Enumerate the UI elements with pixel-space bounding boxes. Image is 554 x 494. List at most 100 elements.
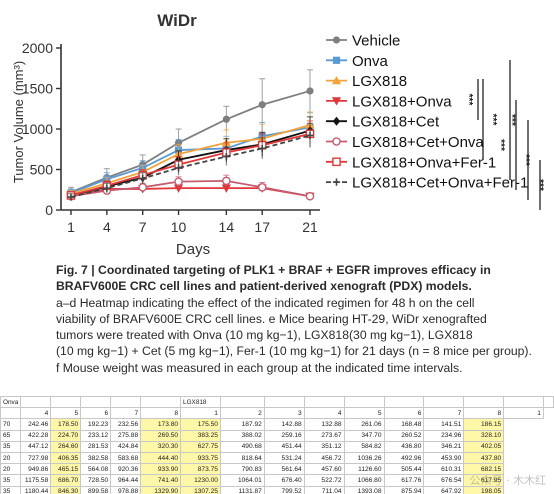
table-cell: 1393.08: [343, 485, 385, 494]
sig-mark: ***: [534, 179, 545, 191]
caption-line-1: Fig. 7 | Coordinated targeting of PLK1 +…: [56, 262, 536, 278]
table-cell: 1230.00: [180, 474, 221, 487]
data-point: [258, 144, 266, 153]
y-tick-label: 1000: [22, 121, 53, 137]
legend-marker: [332, 157, 341, 167]
table-cell: [463, 396, 505, 409]
table-cell: [140, 396, 182, 409]
table-cell: 383.25: [180, 429, 221, 442]
table-cell: 187.92: [219, 418, 265, 431]
table-cell: 65: [0, 429, 22, 442]
group-label-lgx818: LGX818: [180, 396, 221, 409]
x-tick-label: 10: [171, 219, 187, 235]
x-tick-label: 14: [219, 219, 235, 235]
table-cell: 35: [0, 440, 22, 453]
table-header-cell: 8: [463, 407, 505, 420]
legend-marker: [332, 178, 341, 186]
sig-mark: ***: [520, 154, 531, 166]
table-cell: 20: [0, 463, 22, 476]
table-cell: 351.12: [303, 440, 345, 453]
data-point: [257, 183, 267, 192]
caption-body-2: viability of BRAFV600E CRC cell lines. e…: [56, 311, 487, 326]
table-cell: 346.21: [423, 440, 465, 453]
table-cell: 453.90: [423, 451, 465, 465]
data-point: [173, 184, 184, 193]
chart-legend: Vehicle Onva LGX818 LGX818+Onva LGX818+Cet LG…: [326, 33, 528, 192]
data-point: [138, 183, 147, 192]
legend-marker: [332, 116, 341, 126]
legend-item-6: LGX818+Onva+Fer-1: [326, 154, 496, 171]
data-point: [174, 177, 183, 186]
table-cell: 727.98: [20, 451, 52, 465]
table-cell: 799.52: [263, 485, 305, 494]
caption-title-2: BRAFV600E CRC cell lines and patient-der…: [56, 279, 472, 294]
data-point: [139, 174, 147, 183]
legend-item-3: LGX818+Onva: [326, 93, 452, 110]
table-cell: 1307.25: [180, 485, 221, 494]
legend-marker: [332, 56, 341, 64]
table-cell: 676.54: [423, 474, 465, 487]
data-point: [222, 152, 230, 161]
table-cell: 35: [0, 485, 22, 494]
table-cell: 728.50: [80, 474, 112, 487]
y-tick-label: 2000: [22, 40, 53, 56]
table-cell: 490.68: [219, 440, 265, 453]
table-cell: 186.15: [463, 418, 505, 431]
data-point: [221, 184, 231, 193]
table-cell: 964.44: [110, 474, 142, 487]
significance-brackets: *** *** *** *** *** ***: [463, 60, 545, 210]
table-cell: 173.80: [140, 418, 182, 431]
table-header-cell: 1: [503, 407, 544, 420]
table-cell: 269.50: [140, 429, 182, 442]
series-7: [67, 122, 314, 201]
legend-item-2: LGX818: [326, 73, 407, 90]
table-cell: 1066.80: [343, 474, 385, 487]
values-table: Onva LGX818 4 5 6 7 8 1 2 3 4 5 6 7 8 1 70 242.46 178.50 19…: [0, 396, 554, 494]
x-tick-labels: 1 4 7 10 14 17 21: [67, 219, 318, 235]
table-cell: 457.60: [303, 463, 345, 476]
caption-body-5: f Mouse weight was measured in each grou…: [56, 360, 463, 375]
chart-axes: [56, 44, 320, 215]
legend-item-1: Onva: [326, 53, 389, 70]
table-header-cell: 6: [80, 407, 112, 420]
data-point: [222, 176, 231, 186]
chart-series: [66, 69, 315, 201]
table-cell: [80, 396, 112, 409]
table-cell: [542, 396, 554, 409]
table-cell: 424.84: [110, 440, 142, 453]
table-row: 35 1175.58 686.70 728.50 964.44 741.40 1230.00…: [0, 474, 554, 487]
legend-marker: [331, 76, 342, 85]
figure-caption: Fig. 7 | Coordinated targeting of PLK1 +…: [56, 262, 536, 376]
table-cell: 875.94: [383, 485, 425, 494]
table-cell: 610.31: [423, 463, 465, 476]
table-cell: 676.40: [263, 474, 305, 487]
table-cell: 382.58: [80, 451, 112, 465]
table-cell: 617.76: [383, 474, 425, 487]
table-cell: 522.72: [303, 474, 345, 487]
table-cell: 531.24: [263, 451, 305, 465]
sig-mark: ***: [495, 139, 506, 151]
watermark: 公众号 · 木木红: [469, 474, 547, 487]
x-tick-label: 7: [139, 219, 147, 235]
table-cell: 583.68: [110, 451, 142, 465]
data-point: [222, 115, 230, 123]
group-label-onva: Onva: [0, 396, 22, 409]
table-cell: 933.75: [180, 451, 221, 465]
table-cell: 347.70: [343, 429, 385, 442]
table-cell: 234.96: [423, 429, 465, 442]
sig-mark: ***: [487, 114, 498, 126]
table-cell: 444.40: [140, 451, 182, 465]
legend-item-5: LGX818+Cet+Onva: [326, 134, 484, 151]
table-header-cell: 2: [219, 407, 265, 420]
table-cell: 436.80: [383, 440, 425, 453]
table-cell: 647.92: [423, 485, 465, 494]
table-row: 20 727.98 406.35 382.58 583.68 444.40 933.75 81…: [0, 451, 554, 465]
table-cell: 1175.58: [20, 474, 52, 487]
table-cell: 818.64: [219, 451, 265, 465]
table-cell: 873.75: [180, 463, 221, 476]
sig-mark: ***: [463, 94, 474, 106]
caption-body-3: tumors were treated with Onva (10 mg kg−…: [56, 328, 473, 343]
table-cell: 168.48: [383, 418, 425, 431]
table-cell: [219, 396, 265, 409]
